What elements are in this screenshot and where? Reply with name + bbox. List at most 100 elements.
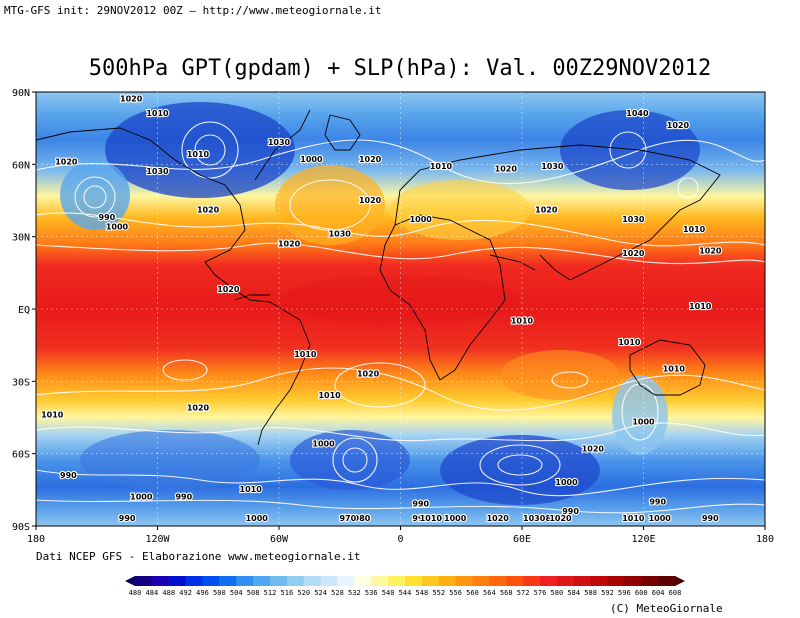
colorbar-swatch <box>641 576 659 586</box>
colorbar-label: 548 <box>416 589 429 597</box>
pressure-label: 990 <box>702 514 719 523</box>
colorbar-label: 496 <box>196 589 209 597</box>
pressure-label: 1000 <box>300 155 323 164</box>
pressure-label: 1010 <box>511 316 534 325</box>
pressure-label: 990 <box>119 514 136 523</box>
pressure-label: 990 <box>649 497 666 506</box>
colorbar-label: 508 <box>247 589 260 597</box>
colorbar-swatch <box>540 576 558 586</box>
colorbar-swatch <box>624 576 642 586</box>
pressure-label: 980 <box>540 514 557 523</box>
pressure-label: 1030 <box>329 230 352 239</box>
pressure-label: 1020 <box>495 165 518 174</box>
colorbar-label: 564 <box>483 589 496 597</box>
pressure-label: 1030 <box>146 167 169 176</box>
colorbar-swatch <box>388 576 406 586</box>
pressure-label: 1020 <box>187 403 210 412</box>
colorbar-label: 488 <box>162 589 175 597</box>
pressure-label: 1010 <box>430 162 453 171</box>
colorbar-swatch <box>658 576 676 586</box>
colorbar-swatch <box>320 576 338 586</box>
pressure-label: 1010 <box>41 411 64 420</box>
colorbar-label: 556 <box>449 589 462 597</box>
colorbar-label: 540 <box>382 589 395 597</box>
pressure-label: 1020 <box>120 95 143 104</box>
colorbar-label: 500 <box>213 589 226 597</box>
colorbar-min-arrow <box>125 576 135 586</box>
pressure-label: 1030 <box>523 514 546 523</box>
colorbar-label: 604 <box>652 589 665 597</box>
colorbar-swatch <box>371 576 389 586</box>
pressure-label: 1010 <box>146 109 169 118</box>
pressure-label: 1020 <box>359 155 382 164</box>
graticule <box>36 92 765 526</box>
pressure-label: 1020 <box>549 514 572 523</box>
colorbar-label: 544 <box>399 589 412 597</box>
colorbar-swatch <box>135 576 153 586</box>
pressure-label: 1000 <box>632 418 655 427</box>
colorbar-swatch <box>219 576 237 586</box>
colorbar-swatch <box>202 576 220 586</box>
colorbar-label: 576 <box>534 589 547 597</box>
colorbar-label: 600 <box>635 589 648 597</box>
colorbar-swatch <box>303 576 322 586</box>
colorbar-label: 516 <box>281 589 294 597</box>
colorbar-label: 524 <box>314 589 327 597</box>
lat-label: 60S <box>12 450 30 461</box>
pressure-label: 990 <box>562 507 579 516</box>
pressure-label: 1020 <box>535 206 558 215</box>
pressure-label: 1010 <box>622 514 645 523</box>
pressure-label: 1010 <box>663 365 686 374</box>
pressure-label: 980 <box>354 514 371 523</box>
pressure-label: 1020 <box>582 444 605 453</box>
lat-label: 90S <box>12 522 30 533</box>
lon-label: 60W <box>270 534 289 545</box>
lon-label: 180 <box>756 534 774 545</box>
pressure-label: 1030 <box>541 162 564 171</box>
pressure-label: 1010 <box>240 485 263 494</box>
colorbar-label: 608 <box>669 589 682 597</box>
colorbar-label: 592 <box>601 589 614 597</box>
pressure-label: 1030 <box>268 138 291 147</box>
colorbar-label: 568 <box>500 589 513 597</box>
pressure-label: 1000 <box>246 514 269 523</box>
colorbar-swatch <box>151 576 170 586</box>
pressure-label: 1030 <box>622 215 645 224</box>
colorbar-swatch <box>455 576 473 586</box>
colorbar: 480 484 488 492 496 500 504 508 512 516 520 524 528 5… <box>125 576 685 597</box>
colorbar-label: 552 <box>432 589 445 597</box>
pressure-label: 1000 <box>555 478 578 487</box>
copyright-notice: (C) MeteoGiornale <box>610 602 723 615</box>
pressure-label: 1000 <box>444 514 467 523</box>
colorbar-label: 572 <box>517 589 530 597</box>
pressure-label: 990 <box>412 500 429 509</box>
coastlines <box>36 109 721 446</box>
colorbar-swatch <box>506 576 524 586</box>
pressure-label: 1010 <box>689 302 712 311</box>
pressure-label: 1020 <box>197 206 220 215</box>
colorbar-label: 532 <box>348 589 361 597</box>
pressure-label: 1020 <box>622 249 645 258</box>
colorbar-swatch <box>253 576 271 586</box>
colorbar-swatch <box>489 576 507 586</box>
colorbar-swatch <box>590 576 608 586</box>
colorbar-swatch <box>438 576 457 586</box>
colorbar-label: 480 <box>129 589 142 597</box>
colorbar-swatch <box>405 576 423 586</box>
colorbar-max-arrow <box>675 576 685 586</box>
pressure-label: 990 <box>60 471 77 480</box>
map-title: 500hPa GPT(gpdam) + SLP(hPa): Val. 00Z29… <box>88 56 712 81</box>
pressure-label: 1020 <box>487 514 510 523</box>
pressure-label: 1010 <box>187 150 210 159</box>
colorbar-label: 520 <box>297 589 310 597</box>
colorbar-swatch <box>573 576 592 586</box>
pressure-label: 990 <box>412 514 429 523</box>
lon-label: 180 <box>27 534 45 545</box>
pressure-label: 1010 <box>294 350 317 359</box>
colorbar-swatch <box>472 576 490 586</box>
pressure-label: 1000 <box>106 222 129 231</box>
lon-label: 0 <box>397 534 403 545</box>
pressure-label: 1010 <box>318 391 341 400</box>
